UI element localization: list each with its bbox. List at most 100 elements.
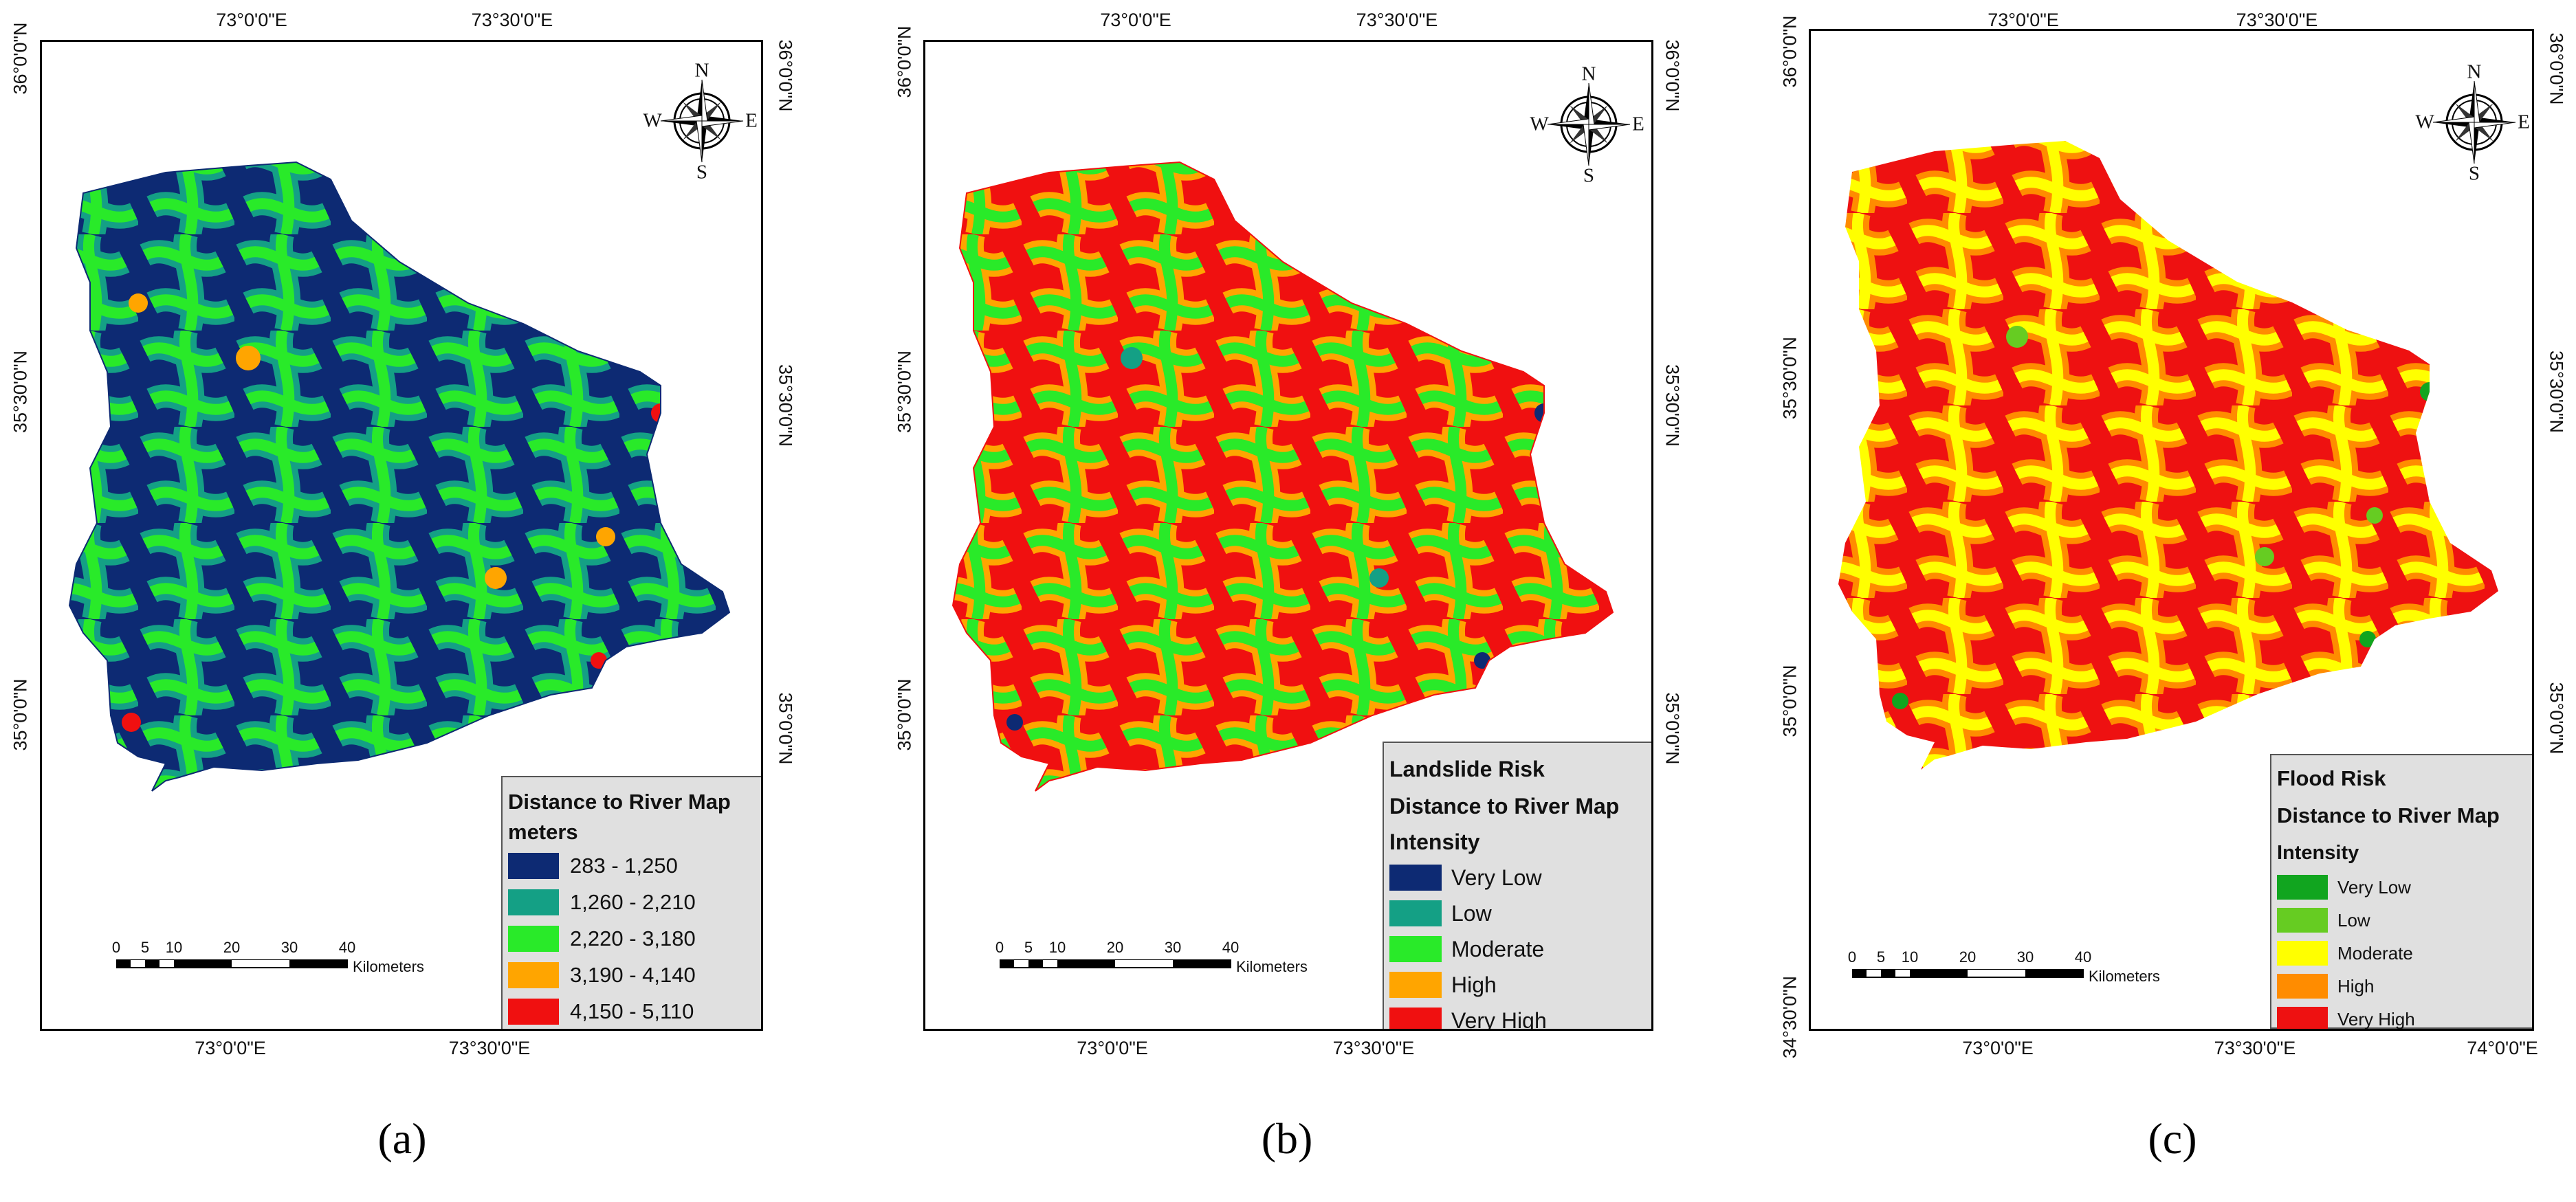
scale-tick-20: 20 — [223, 939, 241, 956]
legend-item: High — [1389, 967, 1647, 1003]
left-lat-label: 35°0'0"N — [10, 678, 31, 751]
legend-subtitle: Distance to River Map — [2277, 803, 2500, 827]
left-lat-label: 35°30'0"N — [1779, 336, 1801, 420]
top-lon-label: 73°30'0"E — [1356, 10, 1438, 30]
left-lat-label: 34°30'0"N — [1779, 975, 1801, 1059]
flood-risk-raster — [1838, 141, 2498, 770]
scale-unit: Kilometers — [353, 958, 424, 975]
scale-tick-5: 5 — [140, 939, 150, 956]
legend-item: High — [2277, 970, 2527, 1003]
legend-swatch — [1389, 865, 1442, 891]
scale-tick-30: 30 — [280, 939, 298, 956]
distance-to-river-raster — [68, 161, 731, 792]
right-lat-label: 35°30'0"N — [1662, 364, 1683, 447]
bottom-lon-label: 73°0'0"E — [1077, 1038, 1148, 1058]
right-lat-label: 35°30'0"N — [2546, 350, 2567, 434]
map-frame-b: N S W E 0 5 10 20 30 40 Kilometers Lands… — [923, 40, 1653, 1031]
legend-swatch — [1389, 900, 1442, 926]
legend-item: Very High — [2277, 1003, 2527, 1030]
legend-label: 3,190 - 4,140 — [570, 962, 696, 987]
legend-intensity-heading: Intensity — [1389, 830, 1480, 854]
legend-swatch — [508, 925, 559, 952]
compass-w: W — [2415, 111, 2434, 133]
legend-swatch — [1389, 972, 1442, 998]
legend-label: Very Low — [1451, 865, 1542, 890]
scale-tick-10: 10 — [1048, 939, 1066, 956]
right-lat-label: 35°0'0"N — [1662, 692, 1683, 765]
legend-item: Very High — [1389, 1003, 1647, 1029]
top-lon-label: 73°30'0"E — [2236, 10, 2318, 30]
legend-item: Very Low — [2277, 871, 2527, 904]
map-frame-a: N S W E 0 5 10 20 30 40 Kilometers Dista… — [40, 40, 763, 1031]
compass-rose-icon — [2432, 80, 2516, 164]
bottom-lon-label: 73°30'0"E — [1332, 1038, 1415, 1058]
landslide-risk-raster — [951, 161, 1614, 792]
compass-rose-icon — [660, 79, 744, 163]
compass-s: S — [2468, 162, 2480, 185]
compass-s: S — [696, 161, 708, 183]
legend-intensity-heading: Intensity — [2277, 842, 2359, 864]
scale-bar-graphic — [1000, 959, 1231, 968]
bottom-lon-label: 73°0'0"E — [195, 1038, 266, 1058]
panel-caption-b: (b) — [1261, 1114, 1313, 1163]
legend-item: 1,260 - 2,210 — [508, 884, 755, 920]
legend-label: 1,260 - 2,210 — [570, 889, 696, 914]
compass-e: E — [745, 109, 758, 132]
legend-item: 283 - 1,250 — [508, 847, 755, 884]
panel-caption-c: (c) — [2148, 1114, 2197, 1163]
compass-n: N — [2467, 60, 2482, 83]
scale-tick-40: 40 — [2074, 948, 2092, 966]
legend: Landslide Risk Distance to River Map Int… — [1383, 742, 1651, 1029]
legend-swatch — [508, 961, 559, 988]
scale-tick-30: 30 — [2016, 948, 2034, 966]
legend-subtitle: meters — [508, 820, 578, 844]
bottom-lon-label: 73°30'0"E — [448, 1038, 531, 1058]
scale-tick-30: 30 — [1164, 939, 1182, 956]
scale-tick-0: 0 — [111, 939, 121, 956]
compass-w: W — [643, 109, 662, 132]
compass-w: W — [1530, 113, 1549, 135]
legend-item: 3,190 - 4,140 — [508, 957, 755, 993]
scale-tick-5: 5 — [1024, 939, 1033, 956]
scale-tick-10: 10 — [165, 939, 183, 956]
legend-label: Very High — [2337, 1008, 2415, 1030]
legend-label: Very Low — [2337, 876, 2411, 898]
legend: Flood Risk Distance to River Map Intensi… — [2270, 754, 2532, 1030]
legend-swatch — [1389, 1008, 1442, 1029]
scale-unit: Kilometers — [2089, 968, 2160, 985]
legend-item: 2,220 - 3,180 — [508, 920, 755, 957]
legend-swatch — [2277, 941, 2328, 966]
legend-label: Low — [2337, 909, 2370, 931]
right-lat-label: 35°30'0"N — [775, 364, 796, 447]
compass-s: S — [1583, 164, 1595, 187]
bottom-lon-label: 73°0'0"E — [1962, 1038, 2034, 1058]
scale-tick-0: 0 — [1847, 948, 1857, 966]
left-lat-label: 35°30'0"N — [894, 350, 915, 434]
left-lat-label: 35°0'0"N — [1779, 665, 1801, 737]
right-lat-label: 36°0'0"N — [1662, 39, 1683, 112]
right-lat-label: 36°0'0"N — [2546, 32, 2567, 105]
legend-swatch — [2277, 1007, 2328, 1029]
legend-subtitle: Distance to River Map — [1389, 794, 1620, 819]
legend-swatch — [2277, 908, 2328, 933]
legend-swatch — [508, 998, 559, 1025]
legend-item: Low — [1389, 895, 1647, 931]
scale-bar: 0 5 10 20 30 40 Kilometers — [994, 939, 1338, 980]
top-lon-label: 73°30'0"E — [471, 10, 553, 30]
compass-e: E — [2518, 111, 2530, 133]
bottom-lon-label: 74°0'0"E — [2467, 1038, 2538, 1058]
legend-title: Distance to River Map — [508, 790, 731, 814]
legend-label: 4,150 - 5,110 — [570, 999, 694, 1023]
scale-bar: 0 5 10 20 30 40 Kilometers — [111, 939, 454, 980]
legend-label: High — [1451, 972, 1497, 997]
bottom-lon-label: 73°30'0"E — [2214, 1038, 2296, 1058]
legend-swatch — [508, 889, 559, 915]
legend-item: Low — [2277, 904, 2527, 937]
scale-tick-10: 10 — [1901, 948, 1919, 966]
compass-n: N — [694, 59, 709, 82]
legend-label: Moderate — [2337, 942, 2413, 964]
legend-item: Very Low — [1389, 860, 1647, 895]
scale-tick-0: 0 — [995, 939, 1004, 956]
legend-label: Moderate — [1451, 936, 1545, 961]
legend-swatch — [2277, 875, 2328, 900]
